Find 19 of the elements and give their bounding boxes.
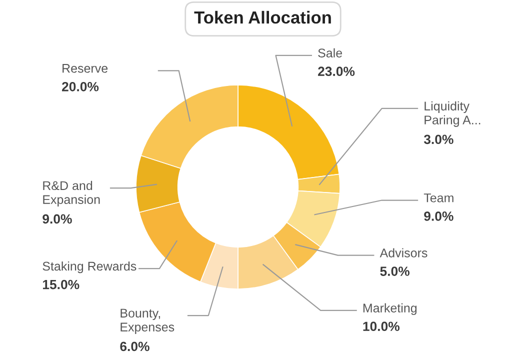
slice-label: R&D and Expansion bbox=[43, 180, 100, 206]
data-label: 15.0% bbox=[42, 280, 80, 290]
slice-label: Marketing bbox=[363, 303, 417, 315]
slice-label: Reserve bbox=[62, 64, 108, 73]
slice-label: Bounty, Expenses bbox=[120, 308, 174, 334]
data-label: 5.0% bbox=[380, 266, 410, 276]
chart-title: Token Allocation bbox=[194, 10, 331, 24]
data-label: 20.0% bbox=[62, 82, 99, 92]
slice-label: Team bbox=[424, 194, 454, 202]
data-label: 9.0% bbox=[42, 214, 72, 224]
data-label: 23.0% bbox=[318, 66, 355, 76]
slice-label: Sale bbox=[318, 48, 342, 58]
slice-label: Liquidity Paring A... bbox=[424, 101, 480, 127]
data-label: 10.0% bbox=[363, 322, 400, 332]
slice-label: Staking Rewards bbox=[42, 261, 136, 274]
data-label: 6.0% bbox=[120, 342, 150, 352]
slice-label: Advisors bbox=[380, 248, 428, 258]
data-label: 9.0% bbox=[424, 212, 454, 221]
data-label: 3.0% bbox=[424, 134, 454, 144]
